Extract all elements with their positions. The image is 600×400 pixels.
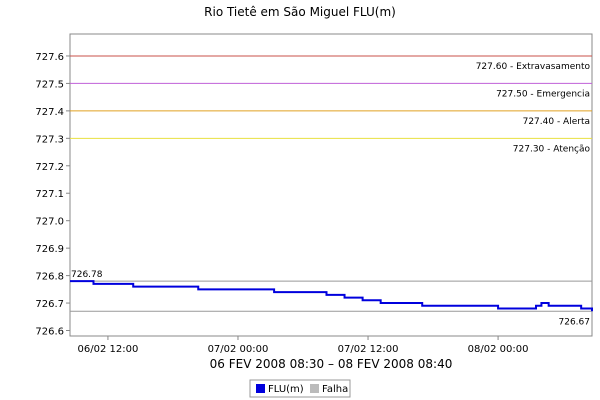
x-axis-label: 06 FEV 2008 08:30 – 08 FEV 2008 08:40 [210,357,453,371]
legend-box [249,379,351,398]
legend-swatch-falha [310,384,319,393]
y-tick-label: 727.6 [35,52,64,63]
y-tick-label: 727.3 [35,134,64,145]
threshold-label: 727.40 - Alerta [523,117,590,127]
y-axis: 727.6 727.5 727.4 727.3 727.2 727.1 727.0 726.9… [35,52,70,338]
y-tick-label: 726.7 [35,299,64,310]
plot-area [69,33,593,337]
series-layer [70,280,593,312]
y-tick-label: 727.0 [35,217,64,228]
legend-label: FLU(m) [268,384,304,395]
y-tick-label: 727.2 [35,162,64,173]
y-tick-label: 726.6 [35,327,64,338]
x-tick-label: 07/02 12:00 [338,344,399,355]
x-axis: 06/02 12:00 07/02 00:00 07/02 12:00 08/02 0… [78,336,529,355]
series-line-flu-m [70,280,593,312]
x-tick-label: 07/02 00:00 [208,344,269,355]
threshold-lines: 727.60 - Extravasamento 727.50 - Emergenc… [70,55,592,154]
y-tick-label: 726.8 [35,272,64,283]
chart-title: Rio Tietê em São Miguel FLU(m) [204,5,396,19]
x-tick-label: 06/02 12:00 [78,344,139,355]
y-tick-label: 727.1 [35,189,64,200]
y-tick-label: 727.5 [35,79,64,90]
threshold-label: 727.50 - Emergencia [496,89,590,99]
reference-label: 726.78 [71,270,103,280]
reference-label: 726.67 [559,317,591,327]
legend-swatch-flu-m [256,384,265,393]
y-tick-label: 727.4 [35,107,64,118]
threshold-label: 727.30 - Atenção [513,144,591,154]
threshold-label: 727.60 - Extravasamento [476,62,591,72]
x-tick-label: 08/02 00:00 [468,344,529,355]
legend-label: Falha [322,384,348,395]
reference-lines: 726.78 726.67 [70,270,592,327]
y-tick-label: 726.9 [35,244,64,255]
legend: FLU(m) Falha [249,379,351,398]
